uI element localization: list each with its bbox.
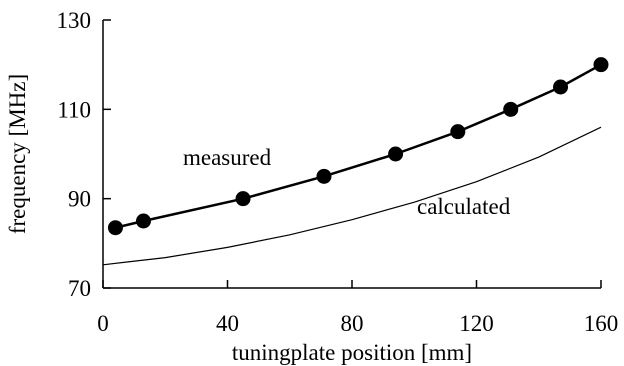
x-axis-label: tuningplate position [mm]	[232, 340, 472, 365]
y-tick-label-130: 130	[57, 8, 92, 33]
x-tick-label-120: 120	[459, 311, 494, 336]
data-point-measured-0	[107, 220, 123, 236]
series-label-measured: measured	[183, 145, 272, 170]
series-label-calculated: calculated	[417, 194, 511, 219]
axis-ticks	[102, 19, 602, 289]
series-layer	[102, 57, 609, 266]
data-point-measured-3	[316, 168, 332, 184]
x-tick-label-80: 80	[341, 311, 364, 336]
tick-labels: 70 90 110 130 0 40 80 120 160	[57, 8, 619, 336]
x-tick-label-160: 160	[584, 311, 619, 336]
y-tick-label-70: 70	[68, 276, 91, 301]
data-point-measured-8	[593, 57, 609, 73]
data-point-measured-4	[388, 146, 404, 162]
data-point-measured-7	[553, 79, 569, 95]
data-point-measured-2	[235, 191, 251, 207]
y-tick-label-90: 90	[68, 187, 91, 212]
axes	[102, 20, 601, 289]
data-point-measured-1	[135, 213, 151, 229]
y-tick-label-110: 110	[57, 97, 91, 122]
y-axis-label: frequency [MHz]	[5, 74, 30, 234]
data-point-measured-6	[503, 101, 519, 117]
x-tick-label-0: 0	[97, 311, 109, 336]
x-tick-label-40: 40	[216, 311, 239, 336]
data-point-measured-5	[450, 124, 466, 140]
series-line-calculated	[102, 126, 602, 266]
